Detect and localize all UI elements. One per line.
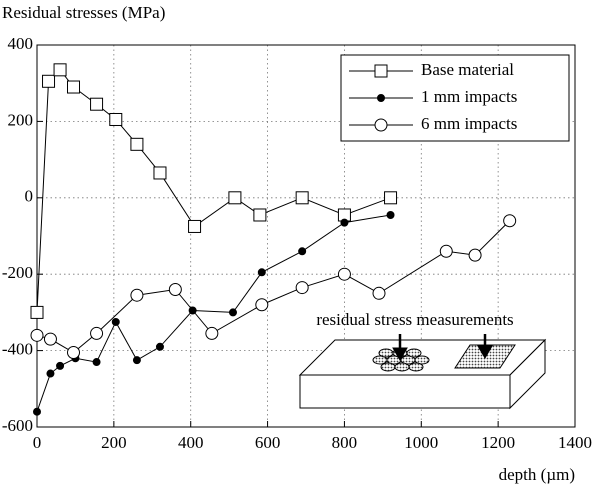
- marker: [439, 244, 453, 258]
- chart-title: Residual stresses (MPa): [2, 3, 165, 22]
- marker: [155, 342, 164, 351]
- plate-side: [509, 338, 546, 410]
- marker: [168, 282, 182, 296]
- impact-cluster: [372, 348, 430, 372]
- marker: [153, 166, 167, 180]
- marker: [30, 305, 44, 319]
- marker: [33, 407, 41, 416]
- y-tick-label: -600: [2, 416, 33, 435]
- marker: [90, 326, 104, 340]
- marker: [132, 356, 141, 365]
- arrow-head: [477, 345, 493, 359]
- y-tick-label: 0: [25, 187, 34, 206]
- x-tick-label: 200: [101, 433, 127, 452]
- marker: [130, 288, 144, 302]
- legend-label: 6 mm impacts: [421, 114, 517, 133]
- marker: [253, 208, 267, 222]
- marker: [130, 137, 144, 151]
- marker: [188, 219, 202, 233]
- y-tick-label: -200: [2, 263, 33, 282]
- x-tick-label: 400: [178, 433, 204, 452]
- x-tick-label: 600: [255, 433, 281, 452]
- marker: [67, 346, 81, 360]
- marker: [90, 97, 104, 111]
- plate-front: [299, 374, 511, 409]
- marker: [337, 267, 351, 281]
- marker: [46, 369, 55, 378]
- legend-label: 1 mm impacts: [421, 87, 517, 106]
- marker: [205, 326, 219, 340]
- marker: [67, 80, 81, 94]
- y-tick-label: -400: [2, 340, 33, 359]
- plot-frame: [36, 44, 576, 428]
- legend-marker: [374, 64, 388, 78]
- legend-marker: [377, 94, 385, 102]
- marker: [298, 247, 307, 256]
- marker: [56, 361, 65, 370]
- marker: [92, 358, 101, 367]
- marker: [372, 286, 386, 300]
- marker: [228, 308, 237, 317]
- y-tick-label: 400: [8, 34, 34, 53]
- marker: [295, 281, 309, 295]
- series-line: [36, 220, 511, 354]
- x-tick-label: 1400: [558, 433, 592, 452]
- legend-marker: [374, 118, 388, 132]
- x-axis-label: depth (µm): [499, 465, 575, 484]
- y-tick-label: 200: [8, 110, 34, 129]
- marker: [188, 306, 197, 315]
- marker: [384, 191, 398, 205]
- marker: [53, 63, 67, 77]
- marker: [295, 191, 309, 205]
- marker: [255, 298, 269, 312]
- marker: [257, 268, 266, 277]
- annotation: residual stress measurements: [316, 310, 513, 329]
- marker: [111, 317, 120, 326]
- legend-label: Base material: [421, 60, 514, 79]
- arrow-head: [392, 347, 408, 361]
- x-tick-label: 1000: [404, 433, 438, 452]
- marker: [386, 210, 395, 219]
- marker: [109, 112, 123, 126]
- marker: [43, 332, 57, 346]
- inset-diagram: [298, 334, 547, 410]
- x-tick-label: 1200: [481, 433, 515, 452]
- marker: [42, 74, 56, 88]
- marker: [30, 328, 44, 342]
- marker: [468, 248, 482, 262]
- marker: [228, 191, 242, 205]
- marker: [503, 214, 517, 228]
- x-tick-label: 0: [33, 433, 42, 452]
- x-tick-label: 800: [332, 433, 358, 452]
- marker: [340, 218, 349, 227]
